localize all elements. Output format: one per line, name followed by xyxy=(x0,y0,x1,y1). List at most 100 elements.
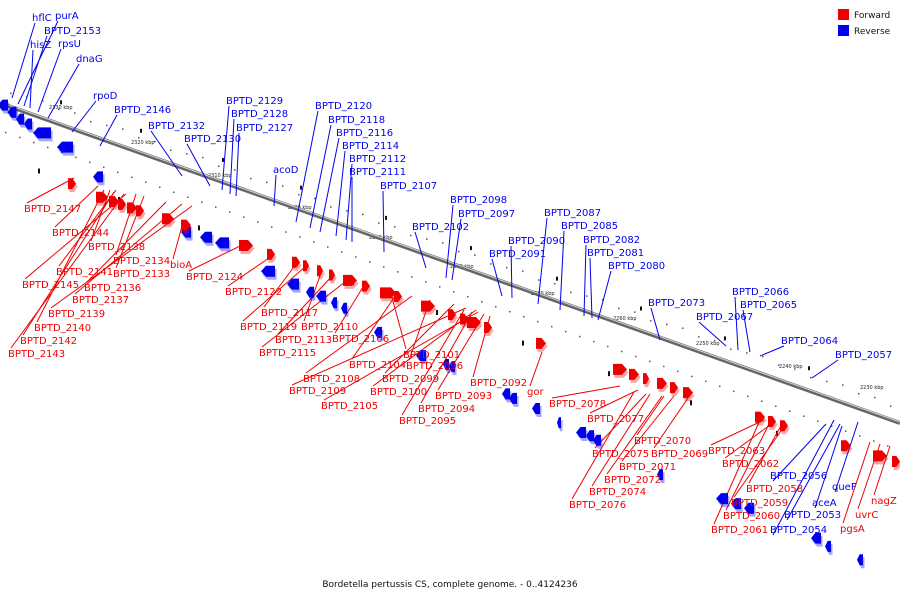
reverse-gene-label: BPTD_2056 xyxy=(770,471,827,482)
reverse-gene-label: BPTD_2067 xyxy=(696,312,753,323)
forward-gene-label: BPTD_2101 xyxy=(403,350,460,361)
forward-gene-label: nagZ xyxy=(871,496,897,507)
forward-gene-shadow xyxy=(782,423,790,434)
marker-dot xyxy=(762,356,764,358)
reverse-gene-label: BPTD_2112 xyxy=(349,154,406,165)
marker-dot xyxy=(746,352,748,354)
marker-dot xyxy=(369,261,371,263)
marker-dot xyxy=(341,251,343,253)
marker-dot xyxy=(663,366,665,368)
marker-dot xyxy=(761,401,763,403)
reverse-gene-label: BPTD_2053 xyxy=(784,510,841,521)
forward-leader-line xyxy=(189,246,240,271)
marker-dot xyxy=(845,430,847,432)
marker-dot xyxy=(634,311,636,313)
forward-gene-label: BPTD_2071 xyxy=(619,462,676,473)
marker-dot xyxy=(346,210,348,212)
forward-gene-label: BPTD_2058 xyxy=(746,484,803,495)
marker-dot xyxy=(355,256,357,258)
marker-dot xyxy=(266,182,268,184)
marker-dot xyxy=(677,371,679,373)
forward-gene-shadow xyxy=(319,268,325,279)
reverse-leader-line xyxy=(38,49,61,112)
marker-dot xyxy=(202,157,204,159)
marker-dot xyxy=(481,301,483,303)
forward-gene-shadow xyxy=(685,390,695,401)
forward-gene-shadow xyxy=(423,304,437,315)
forward-gene-label: BPTD_2139 xyxy=(48,309,105,320)
reverse-gene-label: BPTD_2132 xyxy=(148,121,205,132)
forward-gene-label: BPTD_2099 xyxy=(382,374,439,385)
scale-tick-label: 2230 kbp xyxy=(860,385,884,391)
marker-dot xyxy=(705,381,707,383)
forward-gene-label: BPTD_2093 xyxy=(435,391,492,402)
reverse-gene-label: aceA xyxy=(812,498,837,509)
marker-dot xyxy=(285,231,287,233)
marker-dot xyxy=(298,194,300,196)
marker-dot xyxy=(282,185,284,187)
reverse-gene-label: BPTD_2118 xyxy=(328,115,385,126)
forward-gene-label: BPTD_2142 xyxy=(20,336,77,347)
forward-gene-label: BPTD_2063 xyxy=(708,446,765,457)
marker-dot xyxy=(794,368,796,370)
marker-dot xyxy=(314,198,316,200)
marker-dash xyxy=(640,307,642,311)
marker-dot xyxy=(858,393,860,395)
marker-dot xyxy=(691,376,693,378)
marker-dot xyxy=(47,147,49,149)
marker-dot xyxy=(159,187,161,189)
marker-dot xyxy=(215,206,217,208)
reverse-gene-label: BPTD_2091 xyxy=(489,249,546,260)
forward-gene-label: BPTD_2108 xyxy=(303,374,360,385)
marker-dot xyxy=(551,326,553,328)
forward-gene-label: BPTD_2147 xyxy=(24,204,81,215)
marker-dot xyxy=(650,320,652,322)
marker-dot xyxy=(495,306,497,308)
reverse-leader-line xyxy=(151,131,182,176)
marker-dot xyxy=(397,271,399,273)
marker-dot xyxy=(698,336,700,338)
marker-dot xyxy=(411,276,413,278)
marker-dot xyxy=(810,377,812,379)
marker-dot xyxy=(747,396,749,398)
marker-dot xyxy=(117,172,119,174)
marker-dot xyxy=(467,296,469,298)
marker-dot xyxy=(426,238,428,240)
marker-dot xyxy=(874,397,876,399)
marker-dot xyxy=(453,291,455,293)
forward-gene-shadow xyxy=(450,312,458,323)
forward-gene-label: BPTD_2105 xyxy=(321,401,378,412)
marker-dot xyxy=(817,420,819,422)
forward-gene-shadow xyxy=(645,376,651,387)
marker-dot xyxy=(299,236,301,238)
forward-gene-label: BPTD_2072 xyxy=(604,475,661,486)
marker-dot xyxy=(506,267,508,269)
reverse-gene-label: hflC xyxy=(32,13,52,24)
marker-dot xyxy=(719,386,721,388)
marker-dot xyxy=(234,169,236,171)
marker-dot xyxy=(538,279,540,281)
forward-leader-line xyxy=(352,292,398,359)
reverse-gene-label: BPTD_2090 xyxy=(508,236,565,247)
reverse-gene-label: queF xyxy=(832,482,857,493)
marker-dot xyxy=(74,112,76,114)
forward-gene-label: BPTD_2143 xyxy=(8,349,65,360)
marker-dash xyxy=(300,186,302,190)
marker-dot xyxy=(509,311,511,313)
forward-gene-label: BPTD_2077 xyxy=(587,414,644,425)
forward-gene-shadow xyxy=(305,263,311,274)
marker-dot xyxy=(842,384,844,386)
forward-leader-line xyxy=(173,226,182,259)
marker-dot xyxy=(362,214,364,216)
forward-gene-label: BPTD_2140 xyxy=(34,323,91,334)
forward-gene-label: BPTD_2144 xyxy=(52,228,109,239)
forward-gene-shadow xyxy=(331,273,337,284)
reverse-gene-label: BPTD_2102 xyxy=(412,222,469,233)
marker-dot xyxy=(5,132,7,134)
forward-leader-line xyxy=(552,386,620,398)
marker-dot xyxy=(103,167,105,169)
marker-dot xyxy=(523,316,525,318)
forward-gene-shadow xyxy=(364,284,372,295)
